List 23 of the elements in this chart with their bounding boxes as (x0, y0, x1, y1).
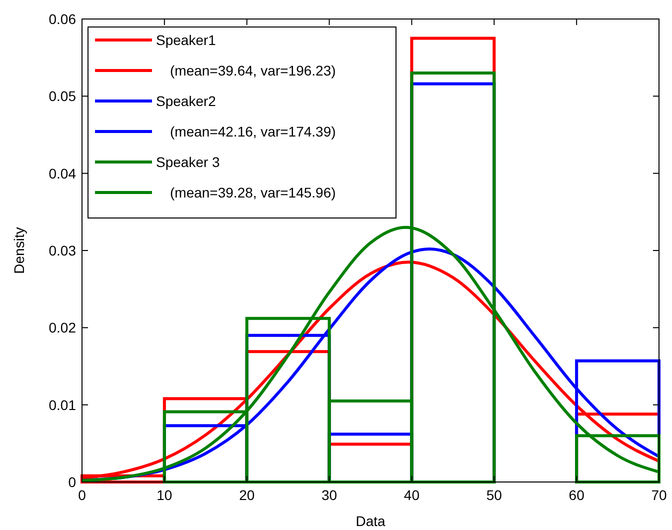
y-tick-label: 0.03 (48, 242, 76, 258)
x-tick-label: 0 (78, 487, 86, 503)
legend-label: (mean=42.16, var=174.39) (170, 124, 336, 140)
y-tick-label: 0.06 (48, 11, 76, 27)
y-tick-label: 0.02 (48, 320, 76, 336)
x-tick-label: 50 (486, 487, 502, 503)
legend-label: Speaker1 (156, 32, 216, 48)
x-tick-label: 40 (404, 487, 420, 503)
legend-label: (mean=39.64, var=196.23) (170, 62, 336, 78)
y-tick-label: 0 (68, 474, 76, 490)
x-tick-label: 20 (239, 487, 255, 503)
y-tick-label: 0.05 (48, 88, 76, 104)
y-axis-title: Density (11, 227, 27, 274)
legend-label: Speaker 3 (156, 154, 220, 170)
legend-label: Speaker2 (156, 93, 216, 109)
y-tick-label: 0.04 (48, 165, 76, 182)
x-tick-label: 30 (321, 487, 338, 503)
x-axis-title: Data (356, 513, 386, 529)
x-tick-label: 70 (651, 487, 667, 503)
x-tick-label: 10 (156, 487, 172, 503)
x-tick-label: 60 (568, 487, 585, 503)
legend-label: (mean=39.28, var=145.96) (170, 184, 336, 200)
y-tick-label: 0.01 (48, 396, 76, 413)
